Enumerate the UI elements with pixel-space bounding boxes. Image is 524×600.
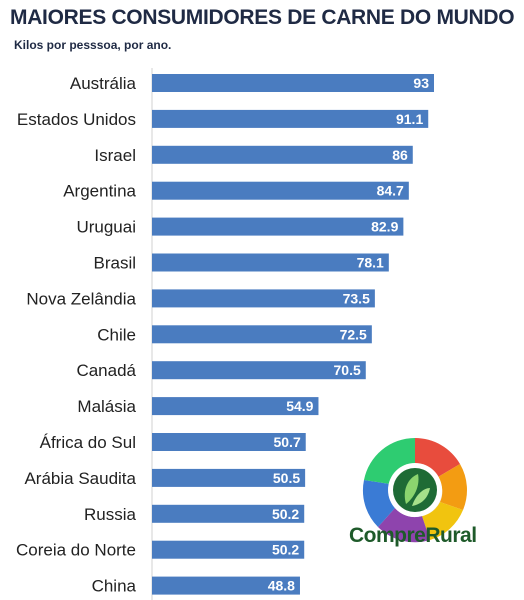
chart-title: MAIORES CONSUMIDORES DE CARNE DO MUNDO xyxy=(10,6,515,29)
bar xyxy=(152,576,300,595)
category-label: Malásia xyxy=(77,397,136,416)
category-label: Uruguai xyxy=(76,218,136,237)
category-label: Israel xyxy=(94,146,136,165)
value-label: 50.2 xyxy=(272,506,299,522)
value-label: 86 xyxy=(392,147,408,163)
value-label: 91.1 xyxy=(396,111,423,127)
bar xyxy=(152,433,306,451)
category-label: Chile xyxy=(97,325,136,344)
logo-text: CompreRural xyxy=(349,524,477,547)
category-label: Coreia do Norte xyxy=(16,541,136,560)
bar xyxy=(152,361,366,380)
value-label: 78.1 xyxy=(357,255,384,271)
bar xyxy=(152,253,389,272)
category-label: Argentina xyxy=(63,182,136,201)
category-label: Arábia Saudita xyxy=(24,469,136,488)
category-label: Russia xyxy=(84,505,137,524)
bars-group: Austrália 93 Estados Unidos 91.1 Israel 86 Arg… xyxy=(16,74,434,596)
bar xyxy=(152,181,409,200)
value-label: 50.7 xyxy=(273,434,300,450)
value-label: 73.5 xyxy=(343,290,370,306)
bar xyxy=(152,109,429,128)
value-label: 84.7 xyxy=(377,183,404,199)
bar xyxy=(152,217,404,236)
category-label: Austrália xyxy=(70,74,137,93)
value-label: 48.8 xyxy=(268,578,295,594)
category-label: Brasil xyxy=(93,254,136,273)
value-label: 70.5 xyxy=(334,362,361,378)
bar xyxy=(152,504,305,523)
value-label: 50.2 xyxy=(272,542,299,558)
chart-subtitle: Kilos por pesssoa, por ano. xyxy=(14,38,172,52)
category-label: Nova Zelândia xyxy=(26,289,136,308)
bar xyxy=(152,289,375,308)
bar xyxy=(152,540,305,559)
category-label: África do Sul xyxy=(40,433,136,452)
value-label: 72.5 xyxy=(340,326,367,342)
bar xyxy=(152,325,372,344)
category-label: Estados Unidos xyxy=(17,110,136,129)
category-label: China xyxy=(92,577,137,596)
value-label: 54.9 xyxy=(286,398,313,414)
value-label: 93 xyxy=(413,75,429,91)
bar xyxy=(152,74,434,92)
value-label: 82.9 xyxy=(371,219,398,235)
bar xyxy=(152,145,413,164)
bar xyxy=(152,468,306,487)
compre-rural-logo-icon xyxy=(362,438,467,543)
bar xyxy=(152,397,319,416)
value-label: 50.5 xyxy=(273,470,300,486)
category-label: Canadá xyxy=(76,361,136,380)
